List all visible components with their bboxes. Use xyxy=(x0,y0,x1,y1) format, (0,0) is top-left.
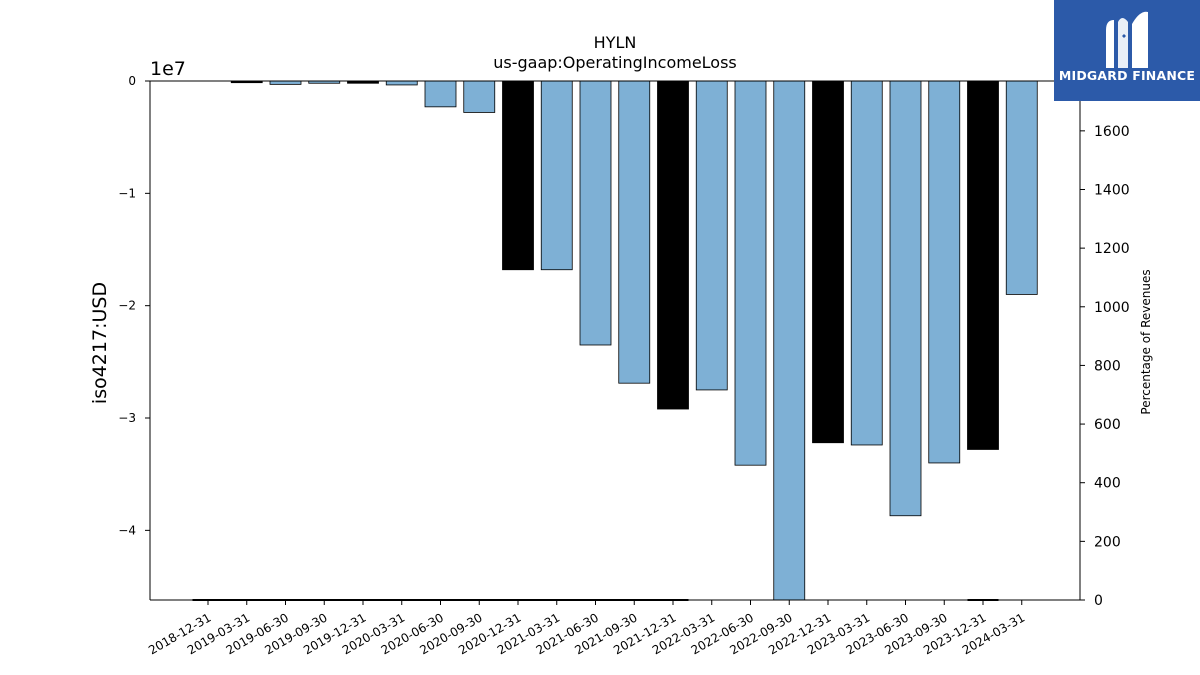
bar-2021-06-30 xyxy=(579,80,612,346)
midgard-finance-logo: MIDGARD FINANCE xyxy=(1054,0,1200,101)
bar-2022-09-30 xyxy=(773,80,806,601)
bar-2020-06-30 xyxy=(424,80,457,108)
y-tick-label: −2 xyxy=(118,299,136,313)
chart-title: HYLN xyxy=(594,33,637,52)
bar-2021-09-30 xyxy=(618,80,651,384)
y-axis-label: iso4217:USD xyxy=(89,282,111,404)
bar-2023-12-31 xyxy=(967,80,999,450)
y-right-tick-label: 1000 xyxy=(1094,300,1130,316)
brand-name: MIDGARD FINANCE xyxy=(1058,68,1196,83)
bar-2022-12-31 xyxy=(812,80,844,444)
bar-2023-03-31 xyxy=(850,80,883,446)
bars-layer xyxy=(230,80,1038,601)
bar-2023-09-30 xyxy=(928,80,961,464)
y-right-tick-label: 0 xyxy=(1094,593,1103,609)
bar-2019-06-30 xyxy=(269,80,302,85)
chart-subtitle: us-gaap:OperatingIncomeLoss xyxy=(493,53,737,72)
y-right-tick-label: 600 xyxy=(1094,417,1121,433)
y-tick-label: −3 xyxy=(118,411,136,425)
y-axis-offset-label: 1e7 xyxy=(150,58,186,80)
bar-2020-03-31 xyxy=(385,80,418,86)
bar-2021-12-31 xyxy=(657,80,689,410)
bar-2024-03-31 xyxy=(1005,80,1038,295)
bar-2022-06-30 xyxy=(734,80,767,466)
bar-2023-06-30 xyxy=(889,80,922,517)
y-right-tick-label: 1600 xyxy=(1094,124,1130,140)
bar-2021-03-31 xyxy=(540,80,573,271)
midgard-m-icon xyxy=(1106,11,1148,68)
y-right-tick-label: 200 xyxy=(1094,534,1121,550)
y-axis-right-label: Percentage of Revenues xyxy=(1139,269,1153,414)
y-right-tick-label: 400 xyxy=(1094,476,1121,492)
y-tick-label: −4 xyxy=(118,523,136,537)
y-tick-label: −1 xyxy=(118,186,136,200)
bar-2022-03-31 xyxy=(695,80,728,391)
bar-2020-09-30 xyxy=(463,80,496,113)
bar-2020-12-31 xyxy=(502,80,534,271)
y-tick-label: 0 xyxy=(128,74,136,88)
y-right-tick-label: 1200 xyxy=(1094,241,1130,257)
y-right-tick-label: 1400 xyxy=(1094,182,1130,198)
y-right-tick-label: 800 xyxy=(1094,358,1121,374)
